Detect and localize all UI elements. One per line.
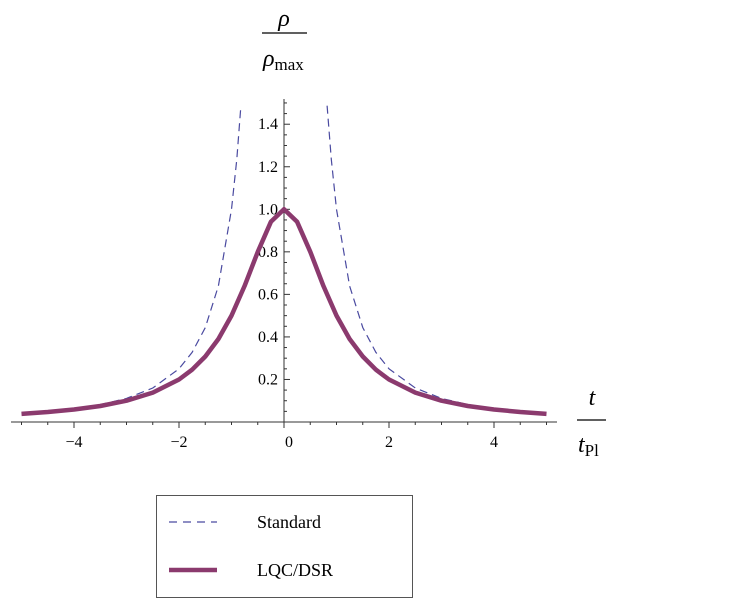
y-axis-title: ρ ρmax <box>262 6 307 74</box>
x-axis-denominator: tPl <box>578 432 599 460</box>
y-axis-denominator-var: ρ <box>262 46 275 72</box>
x-tick-label: 2 <box>385 434 393 451</box>
legend-swatch-dashed <box>169 521 217 523</box>
y-axis-var: ρ <box>277 6 290 32</box>
series-layer <box>21 105 547 417</box>
series-line-lqc-dsr <box>21 207 547 417</box>
y-tick-label: 0.4 <box>258 329 278 346</box>
legend-item-lqc-dsr: LQC/DSR <box>157 556 412 586</box>
ticks: −4 −2 2 4 0 0.2 0.4 0.6 0.8 1.0 1.2 1.4 <box>21 102 547 451</box>
legend: Standard LQC/DSR <box>156 495 413 598</box>
y-tick-label: 1.2 <box>258 159 278 176</box>
x-axis-denominator-sub: Pl <box>585 441 599 460</box>
legend-label-standard: Standard <box>257 512 321 532</box>
y-axis-denominator-sub: max <box>275 55 305 74</box>
y-tick-label: 0.6 <box>258 286 278 303</box>
x-axis-var: t <box>589 385 597 411</box>
series-line-standard-left <box>21 105 242 415</box>
x-axis-title: t tPl <box>577 385 606 460</box>
x-tick-label: 0 <box>285 434 293 451</box>
x-tick-label: 4 <box>490 434 498 451</box>
y-tick-label: 1.4 <box>258 116 278 133</box>
y-tick-label: 0.2 <box>258 371 278 388</box>
y-tick-label: 1.0 <box>258 201 278 218</box>
legend-swatch-solid <box>169 567 217 573</box>
x-tick-label: −4 <box>65 434 82 451</box>
x-tick-label: −2 <box>170 434 187 451</box>
axes <box>11 98 557 423</box>
y-axis-denominator: ρmax <box>262 46 304 74</box>
legend-label-lqc-dsr: LQC/DSR <box>257 560 334 580</box>
x-axis-denominator-var: t <box>578 432 586 458</box>
series-line-standard-right <box>326 105 547 415</box>
legend-item-standard: Standard <box>157 508 412 538</box>
y-tick-label: 0.8 <box>258 244 278 261</box>
